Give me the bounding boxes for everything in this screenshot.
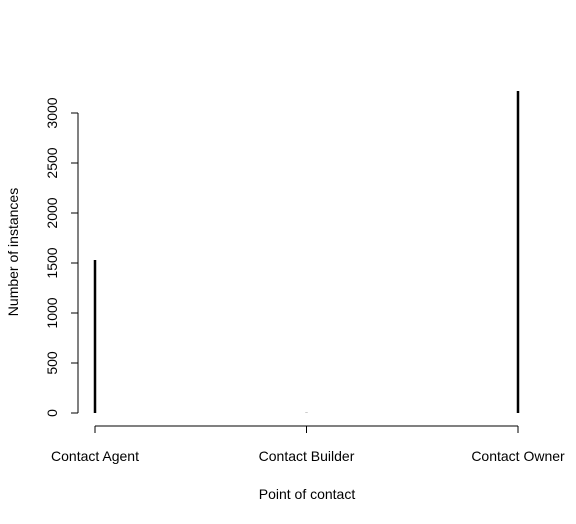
y-tick-label: 1000 — [44, 297, 60, 328]
y-tick-label: 2000 — [44, 197, 60, 228]
y-tick-label: 0 — [44, 409, 60, 417]
y-tick-label: 3000 — [44, 97, 60, 128]
y-tick-label: 500 — [44, 351, 60, 375]
y-axis: 0 500 1000 1500 2000 2500 3000 — [44, 97, 79, 417]
y-tick-label: 2500 — [44, 147, 60, 178]
x-tick-label: Contact Builder — [259, 448, 355, 464]
x-axis: Contact Agent Contact Builder Contact Owne… — [51, 425, 565, 464]
y-tick-label: 1500 — [44, 247, 60, 278]
x-tick-label: Contact Owner — [471, 448, 565, 464]
x-tick-label: Contact Agent — [51, 448, 139, 464]
bars — [93, 91, 520, 413]
y-axis-label: Number of instances — [5, 188, 21, 316]
x-axis-label: Point of contact — [259, 486, 356, 502]
